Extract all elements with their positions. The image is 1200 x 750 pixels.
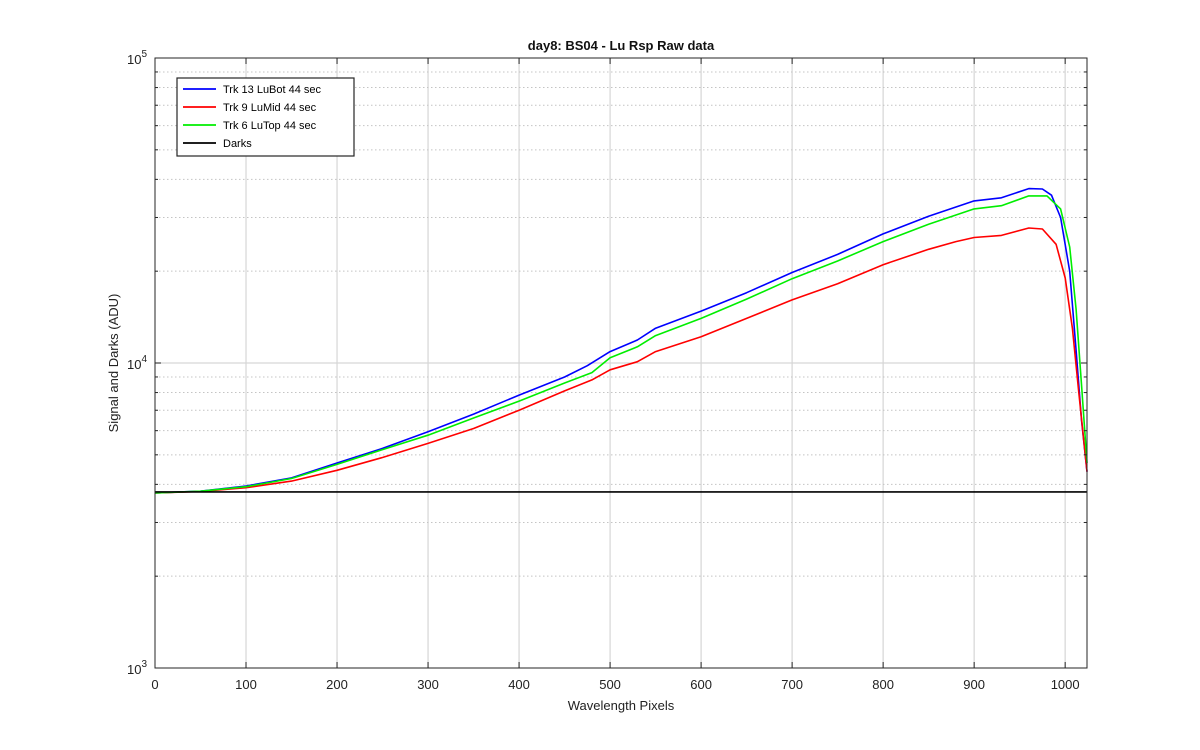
- legend-label: Trk 13 LuBot 44 sec: [223, 84, 322, 96]
- legend: Trk 13 LuBot 44 sec Trk 9 LuMid 44 sec Trk…: [176, 77, 355, 157]
- y-tick-label: 105: [127, 49, 147, 67]
- legend-label: Darks: [223, 138, 252, 150]
- x-tick-label: 800: [872, 677, 894, 692]
- x-tick-label: 100: [235, 677, 257, 692]
- x-tick-label: 400: [508, 677, 530, 692]
- legend-label: Trk 6 LuTop 44 sec: [223, 120, 317, 132]
- y-tick-label: 104: [127, 354, 147, 372]
- series-group: [154, 187, 1088, 494]
- x-tick-label: 600: [690, 677, 712, 692]
- legend-label: Trk 9 LuMid 44 sec: [223, 102, 317, 114]
- series-line-0: [154, 187, 1088, 494]
- ticks: 0 100 200 300 400 500 600 700 800 900 1000 103 104 10…: [127, 49, 1087, 692]
- x-tick-label: 300: [417, 677, 439, 692]
- x-tick-label: 1000: [1051, 677, 1080, 692]
- grid: [155, 58, 1087, 668]
- x-tick-label: 200: [326, 677, 348, 692]
- x-tick-label: 900: [963, 677, 985, 692]
- y-tick-label: 103: [127, 659, 147, 677]
- y-axis-label: Signal and Darks (ADU): [106, 294, 121, 433]
- x-tick-label: 500: [599, 677, 621, 692]
- x-tick-label: 0: [151, 677, 158, 692]
- series-line-1: [154, 227, 1088, 494]
- series-line-2: [154, 195, 1088, 494]
- chart-title: day8: BS04 - Lu Rsp Raw data: [528, 38, 715, 53]
- x-axis-label: Wavelength Pixels: [568, 698, 675, 713]
- x-tick-label: 700: [781, 677, 803, 692]
